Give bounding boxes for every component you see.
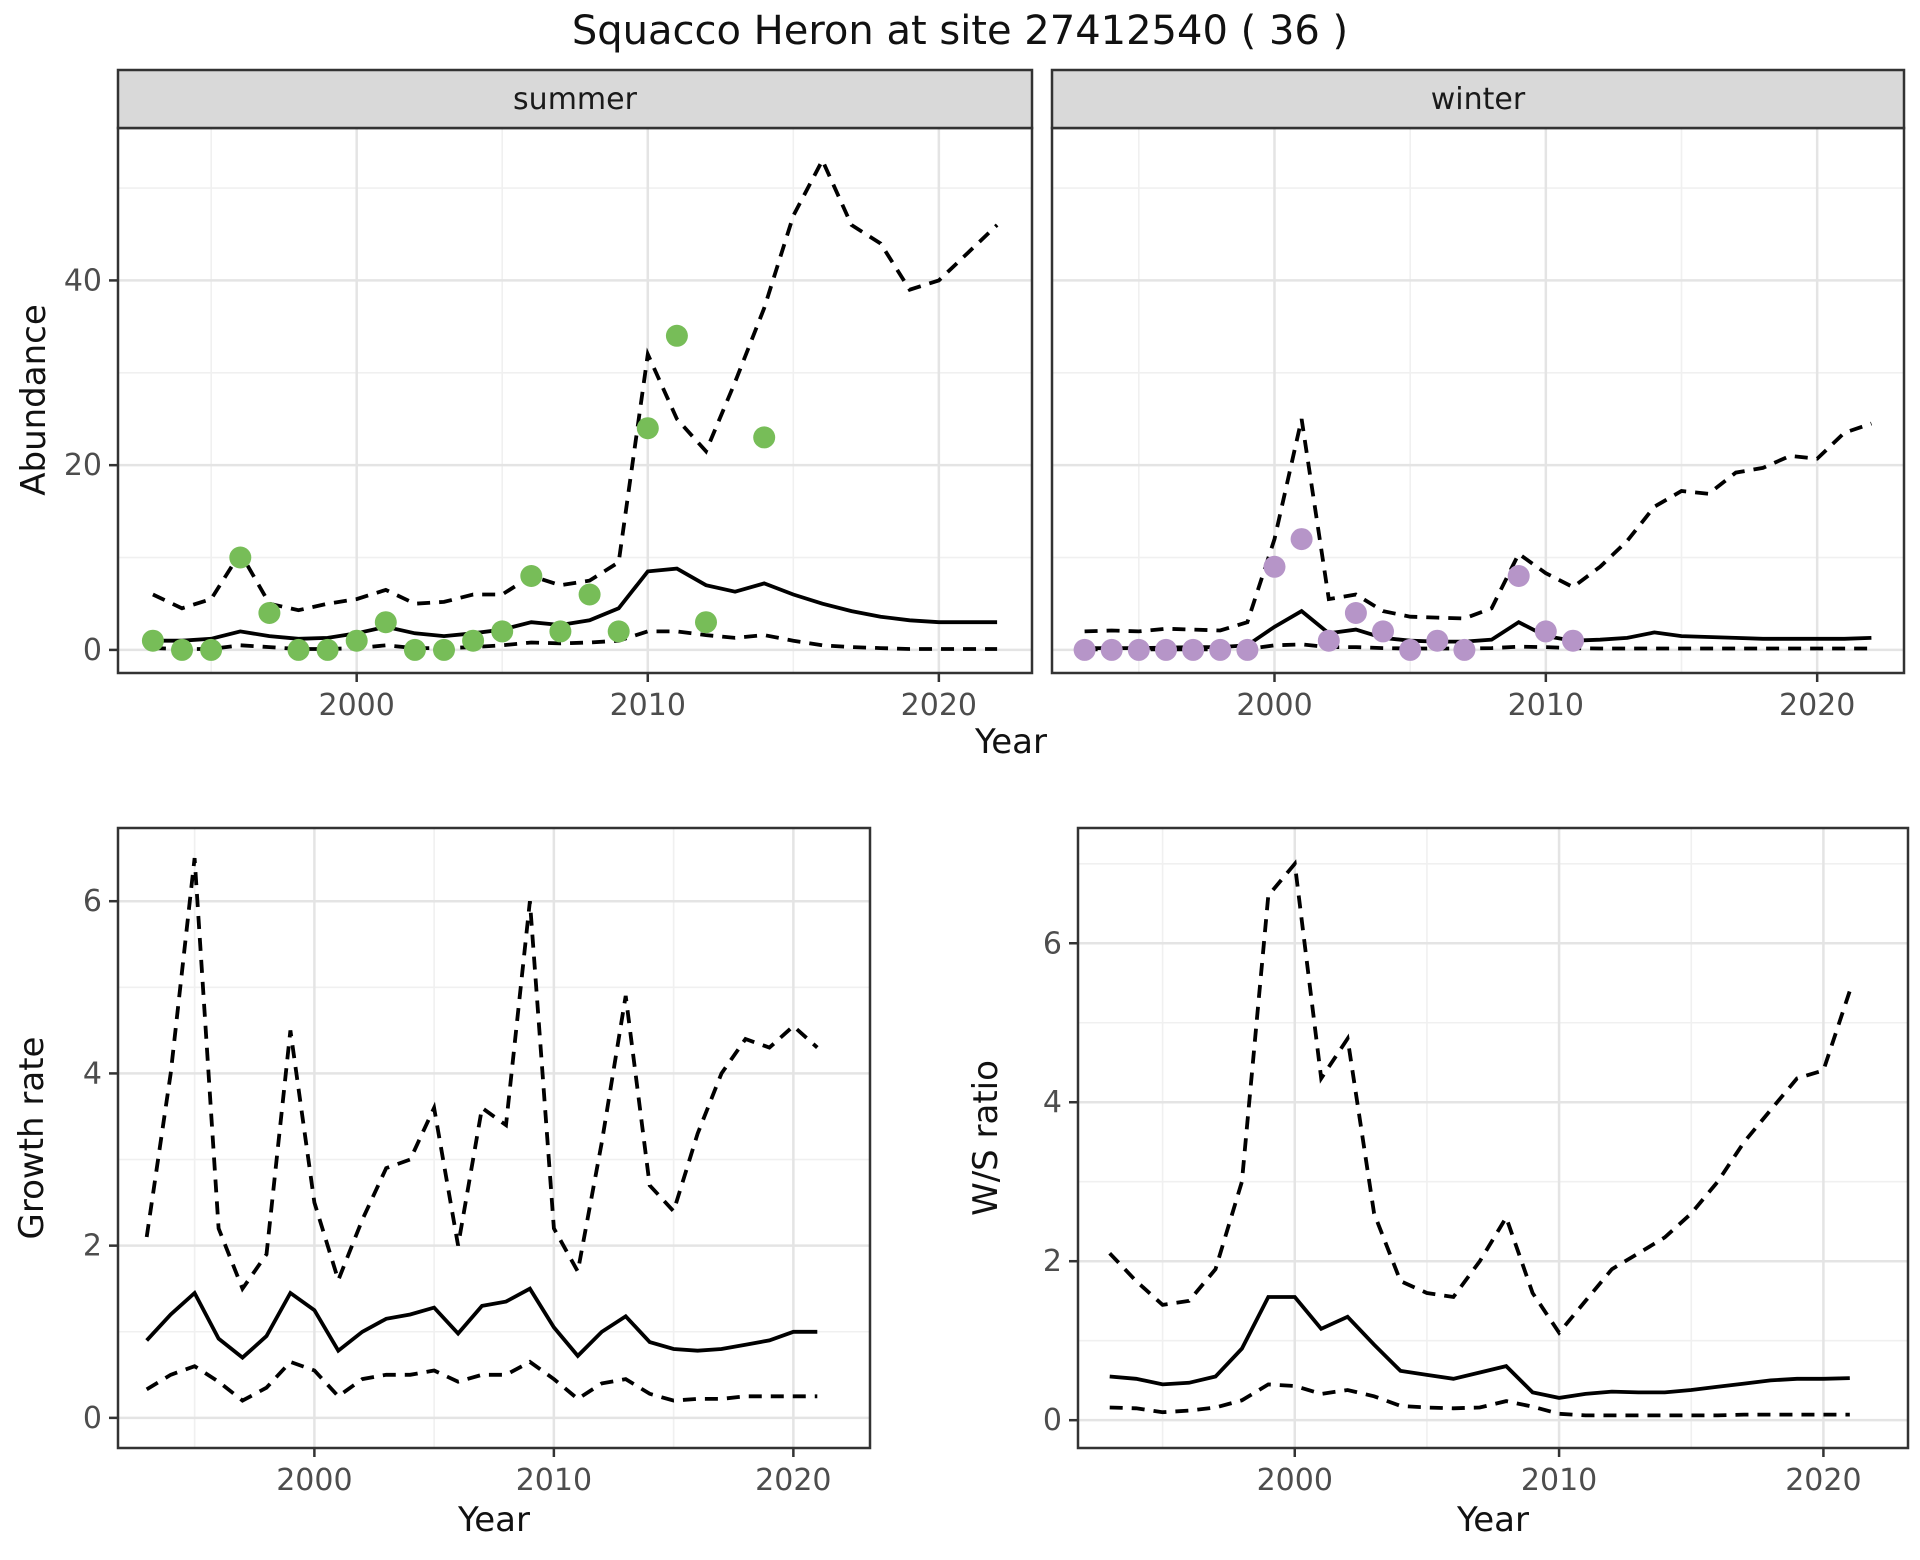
x-tick-label: 2010 <box>1521 1463 1597 1498</box>
x-tick-label: 2010 <box>516 1463 592 1498</box>
x-axis-title-year-growth: Year <box>458 1500 530 1540</box>
observed-point <box>403 638 426 661</box>
panel-background <box>118 828 870 1448</box>
y-tick-label: 6 <box>1043 926 1062 961</box>
abundance-winter-panel: winter 2000 2010 2020 <box>1050 68 1906 723</box>
observed-point <box>200 638 223 661</box>
panel-background <box>1052 128 1904 673</box>
observed-point <box>1182 638 1205 661</box>
x-tick-label: 2020 <box>1779 688 1855 723</box>
median-line <box>1109 1295 1850 1400</box>
y-axis-title-ws-ratio: W/S ratio <box>966 1060 1006 1216</box>
observed-point <box>1127 638 1150 661</box>
observed-point <box>665 324 688 347</box>
median-line <box>152 566 998 643</box>
observed-point <box>1100 638 1123 661</box>
panel-background <box>118 128 1032 673</box>
y-tick-label: 0 <box>1043 1403 1062 1438</box>
lower_ci-line <box>1109 1382 1850 1418</box>
growth-rate-panel: 2000 2010 2020 0 2 4 6 <box>83 826 872 1498</box>
observed-point <box>636 417 659 440</box>
x-axis-title-year-top: Year <box>975 722 1047 762</box>
chart-title: Squacco Heron at site 27412540 ( 36 ) <box>571 8 1349 54</box>
observed-point <box>1399 638 1422 661</box>
y-axis-title-growth-rate: Growth rate <box>12 1036 52 1240</box>
lower_ci-line <box>145 1359 818 1403</box>
facet-strip-label: winter <box>1431 82 1526 117</box>
observed-point <box>1426 629 1449 652</box>
observed-point <box>287 638 310 661</box>
x-tick-label: 2010 <box>1508 688 1584 723</box>
upper_ci-line <box>144 857 819 1293</box>
median-line <box>145 1286 818 1361</box>
observed-point <box>258 602 281 624</box>
y-tick-label: 4 <box>1043 1085 1062 1120</box>
observed-point <box>141 629 164 652</box>
observed-point <box>1372 620 1394 643</box>
upper_ci-line <box>152 155 999 613</box>
x-tick-label: 2000 <box>1236 688 1312 723</box>
facet-strip-label: summer <box>513 82 638 117</box>
y-tick-label: 2 <box>83 1229 102 1264</box>
facet-strip <box>116 68 1034 130</box>
observed-point <box>753 426 776 449</box>
observed-point <box>345 629 368 652</box>
y-tick-label: 6 <box>83 884 102 919</box>
observed-point <box>1317 629 1340 652</box>
y-tick-label: 2 <box>1043 1244 1062 1279</box>
y-tick-label: 4 <box>83 1056 102 1091</box>
observed-point <box>1073 638 1096 661</box>
observed-point <box>1290 528 1313 551</box>
observed-point <box>374 611 397 634</box>
upper_ci-line <box>1108 859 1852 1336</box>
observed-point <box>1155 638 1177 661</box>
panel-border <box>1076 826 1910 1450</box>
observed-point <box>1562 629 1584 652</box>
y-tick-label: 40 <box>64 263 102 298</box>
observed-point <box>1344 602 1367 624</box>
x-tick-label: 2000 <box>276 1463 352 1498</box>
observed-point <box>520 565 543 587</box>
x-tick-label: 2000 <box>319 688 395 723</box>
observed-point <box>316 638 339 661</box>
observed-point <box>1209 638 1232 661</box>
observed-point <box>695 611 717 634</box>
observed-point <box>549 620 572 643</box>
x-axis-title-year-ws: Year <box>1457 1500 1529 1540</box>
observed-point <box>229 546 252 569</box>
x-tick-label: 2000 <box>1257 1463 1333 1498</box>
x-tick-label: 2020 <box>755 1463 831 1498</box>
observed-point <box>491 620 514 643</box>
abundance-summer-panel: summer 2000 2010 2020 0 20 40 <box>64 68 1034 723</box>
panel-background <box>1078 828 1908 1448</box>
panel-border <box>116 826 872 1450</box>
x-tick-label: 2020 <box>901 688 977 723</box>
observed-point <box>462 629 485 652</box>
observed-point <box>578 583 601 606</box>
observed-point <box>171 638 193 661</box>
y-tick-label: 0 <box>83 633 102 668</box>
observed-point <box>607 620 630 643</box>
x-tick-label: 2020 <box>1785 1463 1861 1498</box>
observed-point <box>1236 638 1259 661</box>
facet-strip <box>1050 68 1906 130</box>
y-tick-label: 20 <box>64 448 102 483</box>
upper_ci-line <box>1084 418 1873 634</box>
y-tick-label: 0 <box>83 1401 102 1436</box>
x-tick-label: 2010 <box>610 688 686 723</box>
ws-ratio-panel: 2000 2010 2020 0 2 4 6 <box>1043 826 1910 1498</box>
y-axis-title-abundance: Abundance <box>14 304 54 496</box>
observed-point <box>433 638 455 661</box>
observed-point <box>1534 620 1557 643</box>
observed-point <box>1507 565 1530 587</box>
observed-point <box>1453 638 1476 661</box>
observed-point <box>1263 555 1286 578</box>
